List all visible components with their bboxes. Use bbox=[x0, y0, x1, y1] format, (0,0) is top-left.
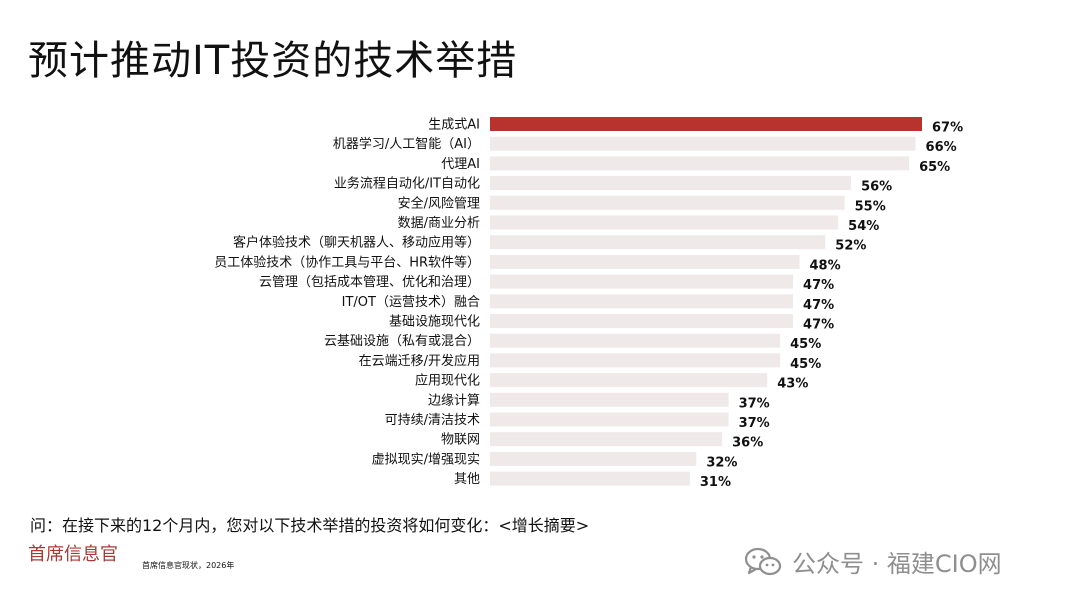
bar-9 bbox=[490, 274, 794, 289]
category-label: 应用现代化 bbox=[415, 373, 480, 389]
bar-12 bbox=[490, 333, 781, 348]
source-note: 首席信息官现状，2026年 bbox=[142, 561, 235, 570]
bar-10 bbox=[490, 294, 794, 309]
category-label: 生成式AI bbox=[428, 118, 480, 133]
category-label: 数据/商业分析 bbox=[398, 216, 480, 231]
value-label: 65% bbox=[919, 160, 950, 175]
bar-17 bbox=[490, 432, 723, 447]
bar-6 bbox=[490, 215, 839, 230]
value-label: 45% bbox=[790, 337, 821, 352]
category-label: 云基础设施（私有或混合） bbox=[324, 334, 480, 349]
category-label: 云管理（包括成本管理、优化和治理） bbox=[259, 275, 480, 290]
bar-14 bbox=[490, 373, 768, 388]
value-label: 48% bbox=[809, 258, 840, 273]
value-label: 67% bbox=[932, 121, 963, 136]
watermark-text: 公众号 · 福建CIO网 bbox=[792, 550, 1002, 578]
category-label: IT/OT（运营技术）融合 bbox=[342, 295, 480, 310]
category-label: 安全/风险管理 bbox=[398, 195, 480, 211]
value-label: 54% bbox=[848, 219, 879, 234]
category-label: 其他 bbox=[454, 472, 480, 487]
category-label: 代理AI bbox=[441, 157, 480, 172]
value-label: 56% bbox=[861, 180, 892, 195]
bar-7 bbox=[490, 235, 826, 250]
category-label: 机器学习/人工智能（AI） bbox=[333, 136, 480, 152]
bar-11 bbox=[490, 314, 794, 328]
bar-13 bbox=[490, 353, 781, 368]
value-label: 32% bbox=[706, 455, 737, 470]
value-label: 47% bbox=[803, 298, 834, 313]
value-label: 47% bbox=[803, 318, 834, 333]
value-label: 55% bbox=[855, 199, 886, 214]
bar-18 bbox=[490, 451, 697, 466]
category-label: 基础设施现代化 bbox=[389, 315, 480, 330]
bar-8 bbox=[490, 254, 800, 269]
category-label: 可持续/清洁技术 bbox=[385, 413, 480, 428]
value-label: 37% bbox=[739, 416, 770, 431]
value-label: 43% bbox=[777, 377, 808, 392]
category-label: 在云端迁移/开发应用 bbox=[359, 353, 480, 369]
bar-15 bbox=[490, 392, 729, 407]
value-label: 45% bbox=[790, 357, 821, 372]
bar-1 bbox=[490, 117, 922, 131]
bar-2 bbox=[490, 136, 916, 151]
bar-chart: 生成式AI 67% 机器学习/人工智能（AI） 66% 代理AI 65% 业务流程自动化/I… bbox=[214, 117, 963, 490]
category-label: 虚拟现实/增强现实 bbox=[372, 452, 480, 467]
survey-question: 问：在接下来的12个月内，您对以下技术举措的投资将如何变化：<增长摘要> bbox=[30, 516, 590, 535]
bar-19 bbox=[490, 471, 690, 486]
category-label: 边缘计算 bbox=[428, 393, 480, 408]
bar-5 bbox=[490, 195, 845, 210]
bar-16 bbox=[490, 412, 729, 427]
value-label: 66% bbox=[926, 140, 957, 155]
bar-4 bbox=[490, 176, 852, 191]
value-label: 52% bbox=[835, 239, 866, 254]
category-label: 员工体验技术（协作工具与平台、HR软件等） bbox=[214, 254, 480, 270]
category-label: 业务流程自动化/IT自动化 bbox=[334, 176, 480, 192]
value-label: 31% bbox=[700, 475, 731, 490]
category-label: 客户体验技术（聊天机器人、移动应用等） bbox=[233, 235, 480, 251]
brand-logo-text: 首席信息官 bbox=[28, 544, 118, 565]
value-label: 37% bbox=[739, 396, 770, 411]
wechat-icon bbox=[744, 547, 782, 575]
bar-3 bbox=[490, 156, 910, 171]
category-label: 物联网 bbox=[441, 433, 480, 448]
value-label: 47% bbox=[803, 278, 834, 293]
page-title: 预计推动IT投资的技术举措 bbox=[28, 38, 518, 84]
watermark: 公众号 · 福建CIO网 bbox=[744, 544, 1002, 579]
value-label: 36% bbox=[732, 436, 763, 451]
